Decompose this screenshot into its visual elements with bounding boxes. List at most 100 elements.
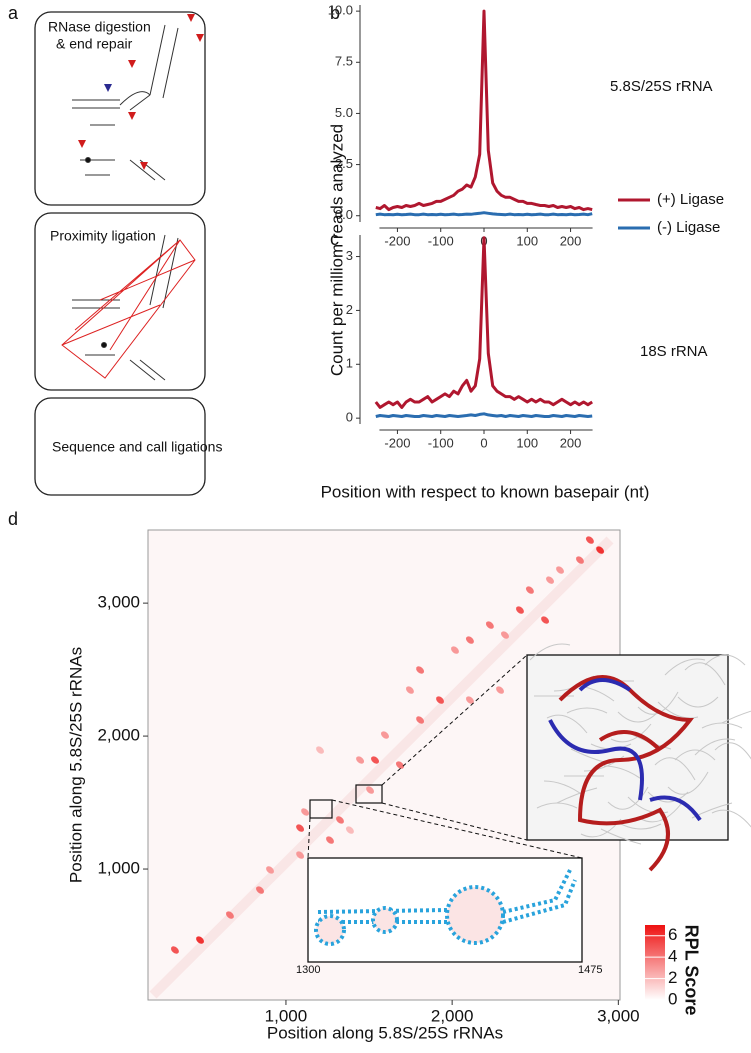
x-tick-label: -200 (384, 233, 410, 248)
structure-trace (627, 796, 669, 814)
structure-trace (667, 771, 709, 795)
contact-spot (515, 606, 524, 614)
x-tick-label: 1,000 (265, 1006, 308, 1025)
structure-trace (704, 654, 746, 666)
structure-trace (701, 722, 743, 729)
structure-trace (600, 828, 642, 845)
contact-spot (575, 556, 584, 564)
x-tick-label: 200 (560, 435, 582, 450)
structure-trace (640, 803, 682, 823)
contact-spot (316, 746, 324, 754)
contact-spot (196, 936, 204, 944)
contact-spot (296, 824, 305, 832)
x-axis-title: Position with respect to known basepair … (321, 482, 650, 501)
y-axis-title: Position along 5.8S/25S rRNAs (66, 647, 85, 883)
x-tick-label: 200 (560, 233, 582, 248)
colorbar-tick-label: 4 (668, 947, 677, 966)
colorbar-tick-label: 0 (668, 989, 677, 1008)
panel-label: c (330, 229, 339, 249)
series-line (375, 9, 593, 212)
contact-spot (596, 546, 605, 554)
step-box (34, 397, 206, 496)
structure-trace (714, 742, 751, 760)
structure-trace (566, 707, 608, 714)
ligation-lines (61, 239, 196, 379)
contact-spot (366, 786, 374, 794)
structure-trace (677, 696, 719, 708)
structure-trace (647, 791, 689, 803)
contact-spot (436, 696, 444, 704)
contact-spot (381, 731, 389, 739)
annotation: 18S rRNA (640, 343, 708, 360)
y-tick-label: 2.5 (335, 156, 353, 171)
structure-trace (556, 787, 598, 804)
legend-label: (-) Ligase (657, 219, 720, 236)
y-tick-label: 3 (346, 248, 353, 263)
step-box (34, 11, 206, 206)
structure-trace (536, 802, 578, 809)
structure-trace (617, 711, 659, 723)
arc-loop (371, 906, 399, 934)
y-tick-label: 10.0 (328, 3, 353, 18)
step-box (34, 212, 206, 391)
contact-spot (496, 686, 504, 694)
panel-label: b (330, 3, 340, 23)
structure-trace (546, 714, 588, 734)
structure-trace (664, 658, 706, 676)
y-tick-label: 2,000 (97, 726, 140, 745)
x-tick-label: 100 (516, 435, 538, 450)
series-line (375, 412, 593, 418)
contact-spot (296, 851, 305, 859)
step-text: RNase digestion (48, 19, 151, 35)
y-tick-label: 5.0 (335, 105, 353, 120)
annotation: 5.8S/25S rRNA (610, 78, 713, 95)
structure-trace (684, 662, 726, 686)
x-tick-label: 0 (480, 435, 487, 450)
step-text: Sequence and call ligations (52, 439, 222, 455)
step-text: Proximity ligation (50, 228, 156, 244)
y-tick-label: 0.0 (335, 207, 353, 222)
arc-loop (314, 914, 346, 946)
contact-spot (416, 666, 425, 674)
contact-spot (256, 886, 264, 894)
series-line (374, 236, 593, 409)
contact-spot (416, 716, 425, 724)
x-tick-label: 100 (516, 233, 538, 248)
inset-label: 1300 (296, 964, 320, 976)
structure-trace (529, 643, 571, 661)
legend-label: (+) Ligase (657, 191, 724, 208)
contact-spot (465, 636, 474, 644)
contact-spot (556, 566, 564, 574)
contact-spot (546, 576, 554, 584)
structure-blue (548, 678, 702, 822)
x-tick-label: -100 (428, 233, 454, 248)
contact-spot (326, 836, 334, 844)
structure-trace (620, 823, 662, 830)
contact-spot (336, 816, 344, 824)
structure-trace (654, 757, 696, 781)
panel-label: d (8, 509, 18, 529)
rna-structure (72, 24, 179, 381)
zoom-box (309, 799, 333, 819)
cut-sites (78, 14, 204, 170)
contact-spot (371, 756, 379, 764)
x-axis-title: Position along 5.8S/25S rRNAs (267, 1023, 503, 1042)
contact-spot (485, 621, 494, 629)
y-tick-label: 7.5 (335, 54, 353, 69)
contact-spot (465, 696, 474, 704)
contact-spot (451, 646, 459, 654)
structure-trace (674, 749, 716, 761)
structure-trace (711, 809, 751, 828)
contact-spot (501, 631, 509, 639)
contact-spot (170, 946, 179, 954)
inset-label: 1475 (578, 964, 602, 976)
structure-trace (610, 723, 652, 743)
contact-spot (266, 866, 274, 874)
y-axis-title: Count per milliom reads analyzed (327, 124, 346, 376)
y-tick-label: 1,000 (97, 859, 140, 878)
zoom-box (355, 784, 383, 804)
x-tick-label: -200 (384, 435, 410, 450)
structure-trace (657, 701, 699, 719)
structure-trace (694, 738, 736, 756)
